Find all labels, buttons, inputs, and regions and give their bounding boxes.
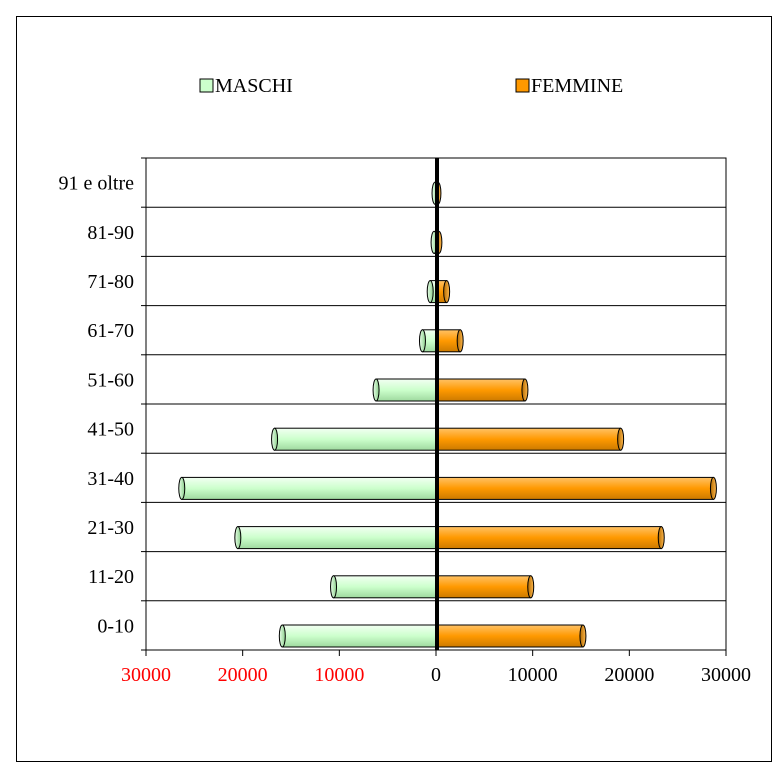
bar-end-maschi	[426, 280, 434, 304]
category-label: 51-60	[87, 369, 134, 391]
bar-femmine	[435, 575, 532, 599]
category-label: 81-90	[87, 222, 134, 244]
bar-maschi	[274, 427, 437, 451]
legend-swatch-femmine	[515, 78, 530, 93]
plot-border	[146, 157, 727, 650]
legend-swatch-maschi	[199, 78, 214, 93]
bar-end-maschi	[330, 575, 338, 599]
category-label: 0-10	[97, 615, 134, 637]
category-label: 91 e oltre	[58, 173, 134, 195]
bar-femmine	[435, 329, 461, 353]
x-tick-label: 0	[431, 664, 441, 686]
x-tick-label: 30000	[701, 664, 751, 686]
tick-labels: 30000 20000 10000 0 10000 20000 30000	[121, 664, 751, 686]
legend: MASCHI FEMMINE	[199, 75, 623, 97]
legend-label-femmine: FEMMINE	[531, 75, 623, 97]
bar-end-maschi	[271, 427, 279, 451]
x-tick-label: 20000	[604, 664, 654, 686]
bar-femmine	[435, 624, 584, 648]
x-tick-label: 30000	[121, 664, 171, 686]
bar-femmine	[435, 378, 526, 402]
bar-end-femmine	[456, 329, 464, 353]
zero-axis	[435, 158, 439, 650]
bar-end-femmine	[579, 624, 587, 648]
bar-end-maschi	[278, 624, 286, 648]
x-tick-label: 10000	[314, 664, 364, 686]
category-label: 71-80	[87, 271, 134, 293]
bar-end-femmine	[443, 280, 451, 304]
category-label: 31-40	[87, 468, 134, 490]
bars-group	[178, 181, 717, 648]
axes-group	[141, 157, 727, 656]
bar-femmine	[435, 476, 714, 500]
category-label: 61-70	[87, 320, 134, 342]
bar-maschi	[281, 624, 437, 648]
x-tick-label: 10000	[508, 664, 558, 686]
category-labels: 0-10 11-20 21-30 31-40 41-50 51-60 61-70 71-80 8…	[58, 173, 134, 638]
bar-maschi	[181, 476, 437, 500]
x-tick-label: 20000	[218, 664, 268, 686]
bar-end-maschi	[372, 378, 380, 402]
bar-end-maschi	[178, 476, 186, 500]
bar-femmine	[435, 427, 622, 451]
bar-maschi	[237, 526, 437, 550]
bar-end-femmine	[617, 427, 625, 451]
bar-maschi	[375, 378, 437, 402]
bar-maschi	[333, 575, 437, 599]
bar-end-maschi	[234, 526, 242, 550]
bar-end-femmine	[709, 476, 717, 500]
category-label: 41-50	[87, 419, 134, 441]
bar-end-maschi	[418, 329, 426, 353]
bar-femmine	[435, 526, 662, 550]
category-label: 21-30	[87, 517, 134, 539]
bar-end-femmine	[527, 575, 535, 599]
legend-label-maschi: MASCHI	[215, 75, 293, 97]
category-label: 11-20	[88, 566, 134, 588]
bar-end-femmine	[657, 526, 665, 550]
bar-end-femmine	[521, 378, 529, 402]
